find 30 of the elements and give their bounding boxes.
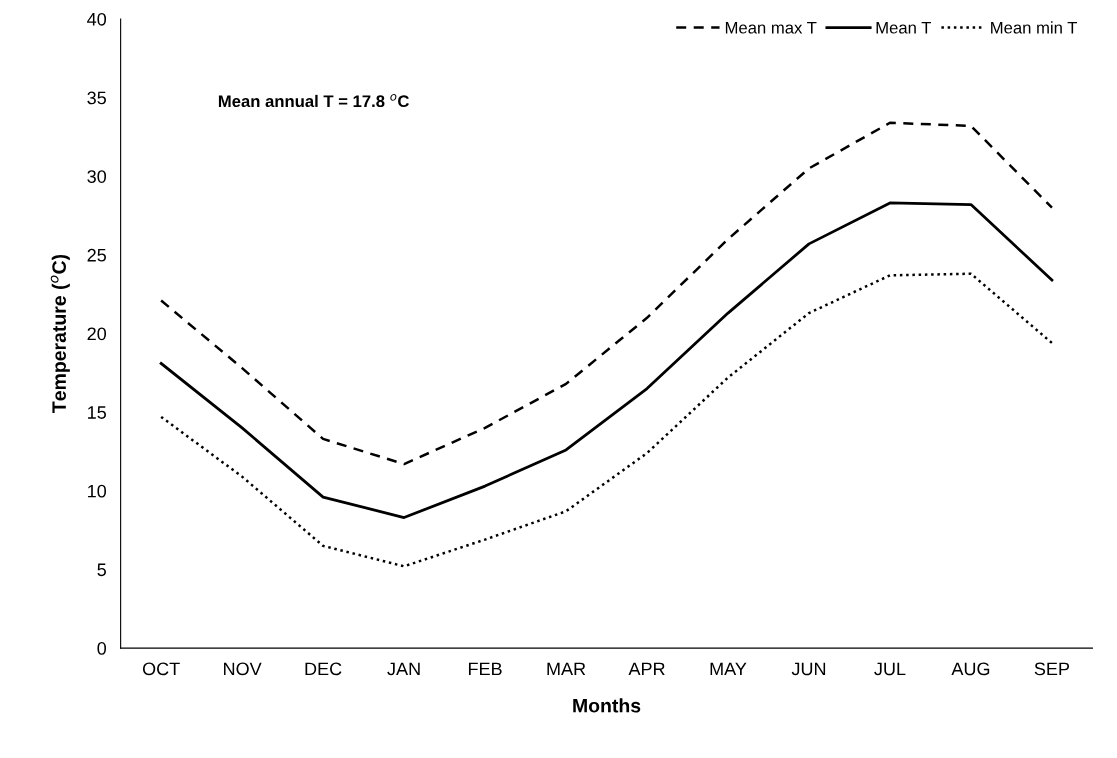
y-axis-title: Temperature ($^{o}$C): [50, 254, 70, 413]
legend-label: Mean max T: [725, 21, 817, 34]
y-tick-label: 40: [87, 12, 107, 26]
x-tick-label: DEC: [305, 662, 342, 676]
line-series: [159, 121, 1054, 466]
x-tick-label: JUN: [791, 662, 826, 676]
line-series: [159, 272, 1054, 568]
y-tick-label: 15: [88, 406, 106, 419]
x-tick-label: JAN: [387, 662, 420, 676]
y-tick-label: 25: [87, 248, 106, 262]
annotation: Mean annual T = 17.8 $^{o}$C: [218, 94, 409, 108]
legend-label: Mean T: [876, 21, 932, 34]
line-series: [159, 201, 1054, 519]
y-tick-label: 20: [87, 327, 107, 341]
x-tick-label: OCT: [142, 662, 180, 676]
x-tick-label: APR: [628, 662, 665, 676]
x-tick-label: AUG: [951, 662, 990, 676]
y-tick-label: 5: [97, 563, 106, 577]
x-tick-label: FEB: [468, 662, 502, 676]
y-tick-label: 10: [88, 484, 107, 498]
y-tick-label: 0: [97, 642, 107, 655]
x-tick-label: NOV: [224, 662, 262, 676]
x-tick-label: MAR: [547, 662, 586, 676]
legend-label: Mean min T: [991, 21, 1078, 34]
x-axis-title: Months: [573, 698, 641, 713]
x-tick-label: SEP: [1034, 662, 1070, 676]
x-tick-label: MAY: [710, 662, 747, 676]
x-tick-label: JUL: [874, 662, 906, 676]
y-tick-label: 30: [87, 170, 107, 183]
y-tick-label: 35: [87, 91, 106, 105]
